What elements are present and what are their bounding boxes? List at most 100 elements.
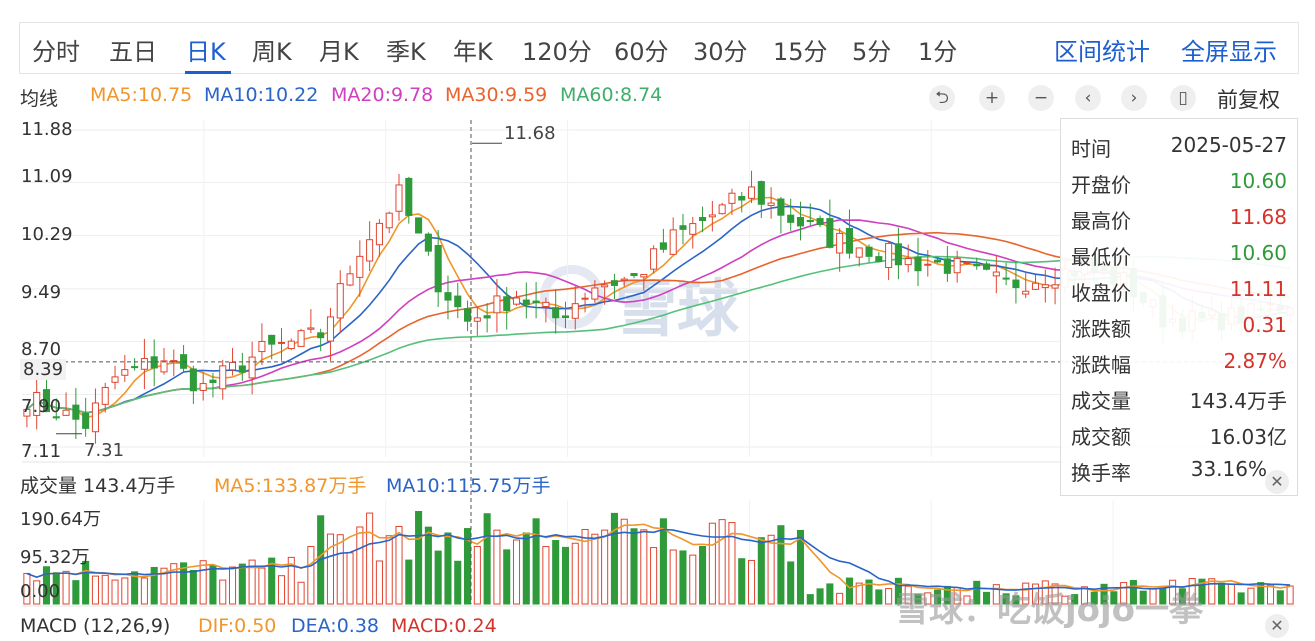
candle-body [738, 196, 746, 201]
candle-body [228, 361, 237, 371]
tab-60min[interactable]: 60分 [614, 38, 669, 66]
candle-body [1051, 284, 1059, 289]
interval-stats-link[interactable]: 区间统计 [1054, 38, 1150, 66]
volume-bar [326, 533, 334, 605]
volume-bar [258, 567, 266, 605]
candle-body [934, 259, 942, 263]
volume-bar [1129, 580, 1137, 605]
volume-bar [23, 572, 31, 605]
footer-watermark: 雪球：吃饭jojo一拳 [895, 590, 1204, 630]
candle-body [552, 307, 560, 319]
candle-body [610, 280, 618, 286]
tab-month-k[interactable]: 月K [319, 38, 359, 66]
volume-bar [826, 583, 834, 605]
ma60-legend: MA60:8.74 [560, 84, 663, 106]
volume-bar [385, 535, 393, 605]
volume-bar [777, 525, 785, 605]
ma30-legend: MA30:9.59 [445, 84, 548, 106]
undo-icon[interactable]: ⮌ [929, 85, 955, 111]
info-row-change: 涨跌额 0.31 [1071, 313, 1287, 343]
candle-body [307, 327, 315, 330]
tab-five-day[interactable]: 五日 [109, 38, 157, 66]
macd-legend-title: MACD (12,26,9) [20, 615, 171, 637]
volume-bar [855, 582, 863, 605]
volume-bar [1012, 595, 1020, 605]
candle-body [199, 383, 207, 391]
candle-body [561, 315, 570, 319]
info-row-close: 收盘价 11.11 [1071, 277, 1287, 307]
volume-bar [845, 577, 853, 605]
price-tick-3: 10.29 [21, 224, 73, 245]
candle-body [885, 242, 893, 268]
candle-body [924, 263, 932, 266]
info-row-volume: 成交量 143.4万手 [1071, 385, 1287, 415]
volume-bar [72, 580, 80, 605]
candle-body [983, 263, 991, 270]
tab-quarter-k[interactable]: 季K [386, 38, 426, 66]
volume-bar [1276, 590, 1284, 605]
volume-bar [836, 592, 844, 605]
fullscreen-link[interactable]: 全屏显示 [1181, 38, 1277, 66]
candlestick-icon[interactable]: ▯ [1170, 85, 1196, 111]
volume-bar [934, 589, 942, 605]
volume-bar [473, 545, 481, 605]
volume-bar [415, 511, 423, 605]
candle-body [1041, 284, 1049, 289]
volume-bar [356, 526, 364, 605]
candle-body [170, 360, 178, 363]
volume-bar [747, 559, 756, 605]
price-tick-1: 11.88 [21, 119, 73, 140]
tab-5min[interactable]: 5分 [852, 38, 892, 66]
candle-body [82, 412, 90, 429]
info-row-change-pct: 涨跌幅 2.87% [1071, 349, 1287, 379]
candle-body [366, 239, 374, 262]
close-icon[interactable]: ✕ [1265, 470, 1289, 494]
volume-bar [1198, 578, 1206, 605]
candle-body [650, 248, 658, 270]
ma10-legend: MA10:10.22 [204, 84, 319, 106]
candle-body [91, 402, 99, 433]
tab-year-k[interactable]: 年K [453, 38, 493, 66]
candle-body [806, 219, 814, 223]
tab-30min[interactable]: 30分 [693, 38, 748, 66]
macd-dif-legend: DIF:0.50 [198, 615, 277, 637]
volume-ma10-line [26, 528, 1291, 591]
tab-120min[interactable]: 120分 [522, 38, 592, 66]
tab-1min[interactable]: 1分 [918, 38, 958, 66]
volume-bar [503, 549, 511, 605]
minus-icon[interactable]: − [1028, 85, 1054, 111]
candle-body [992, 271, 1000, 277]
volume-bar [708, 522, 716, 605]
tab-15min[interactable]: 15分 [773, 38, 828, 66]
tab-fenshi[interactable]: 分时 [32, 38, 80, 66]
volume-bar [620, 518, 628, 605]
volume-bar [1041, 580, 1049, 605]
candle-body [836, 232, 844, 254]
high-price-marker: 11.68 [504, 123, 556, 144]
volume-bar [1257, 582, 1265, 605]
tab-day-k[interactable]: 日K [186, 38, 226, 66]
volume-bar [101, 574, 109, 605]
candle-body [375, 222, 383, 246]
low-price-marker: 7.31 [84, 440, 125, 461]
info-row-low: 最低价 10.60 [1071, 241, 1287, 271]
volume-bar [1286, 585, 1294, 605]
volume-bar [297, 581, 305, 605]
candle-body [581, 297, 589, 300]
macd-close-icon[interactable]: ✕ [1265, 614, 1289, 638]
chevron-right-icon[interactable]: › [1121, 85, 1147, 111]
info-row-time: 时间 2025-05-27 [1071, 133, 1287, 163]
volume-bar [806, 594, 814, 605]
plus-icon[interactable]: + [979, 85, 1005, 111]
candle-body [258, 340, 266, 353]
candle-body [346, 273, 354, 286]
volume-bar [33, 580, 41, 605]
price-tick-6: 7.90 [21, 396, 62, 417]
volume-bar [1120, 582, 1128, 605]
chevron-left-icon[interactable]: ‹ [1075, 85, 1101, 111]
volume-bar [1110, 591, 1118, 605]
candle-body [444, 292, 452, 301]
adjust-mode-button[interactable]: 前复权 [1217, 88, 1280, 112]
tab-week-k[interactable]: 周K [252, 38, 292, 66]
info-value: 16.03亿 [1209, 425, 1287, 449]
